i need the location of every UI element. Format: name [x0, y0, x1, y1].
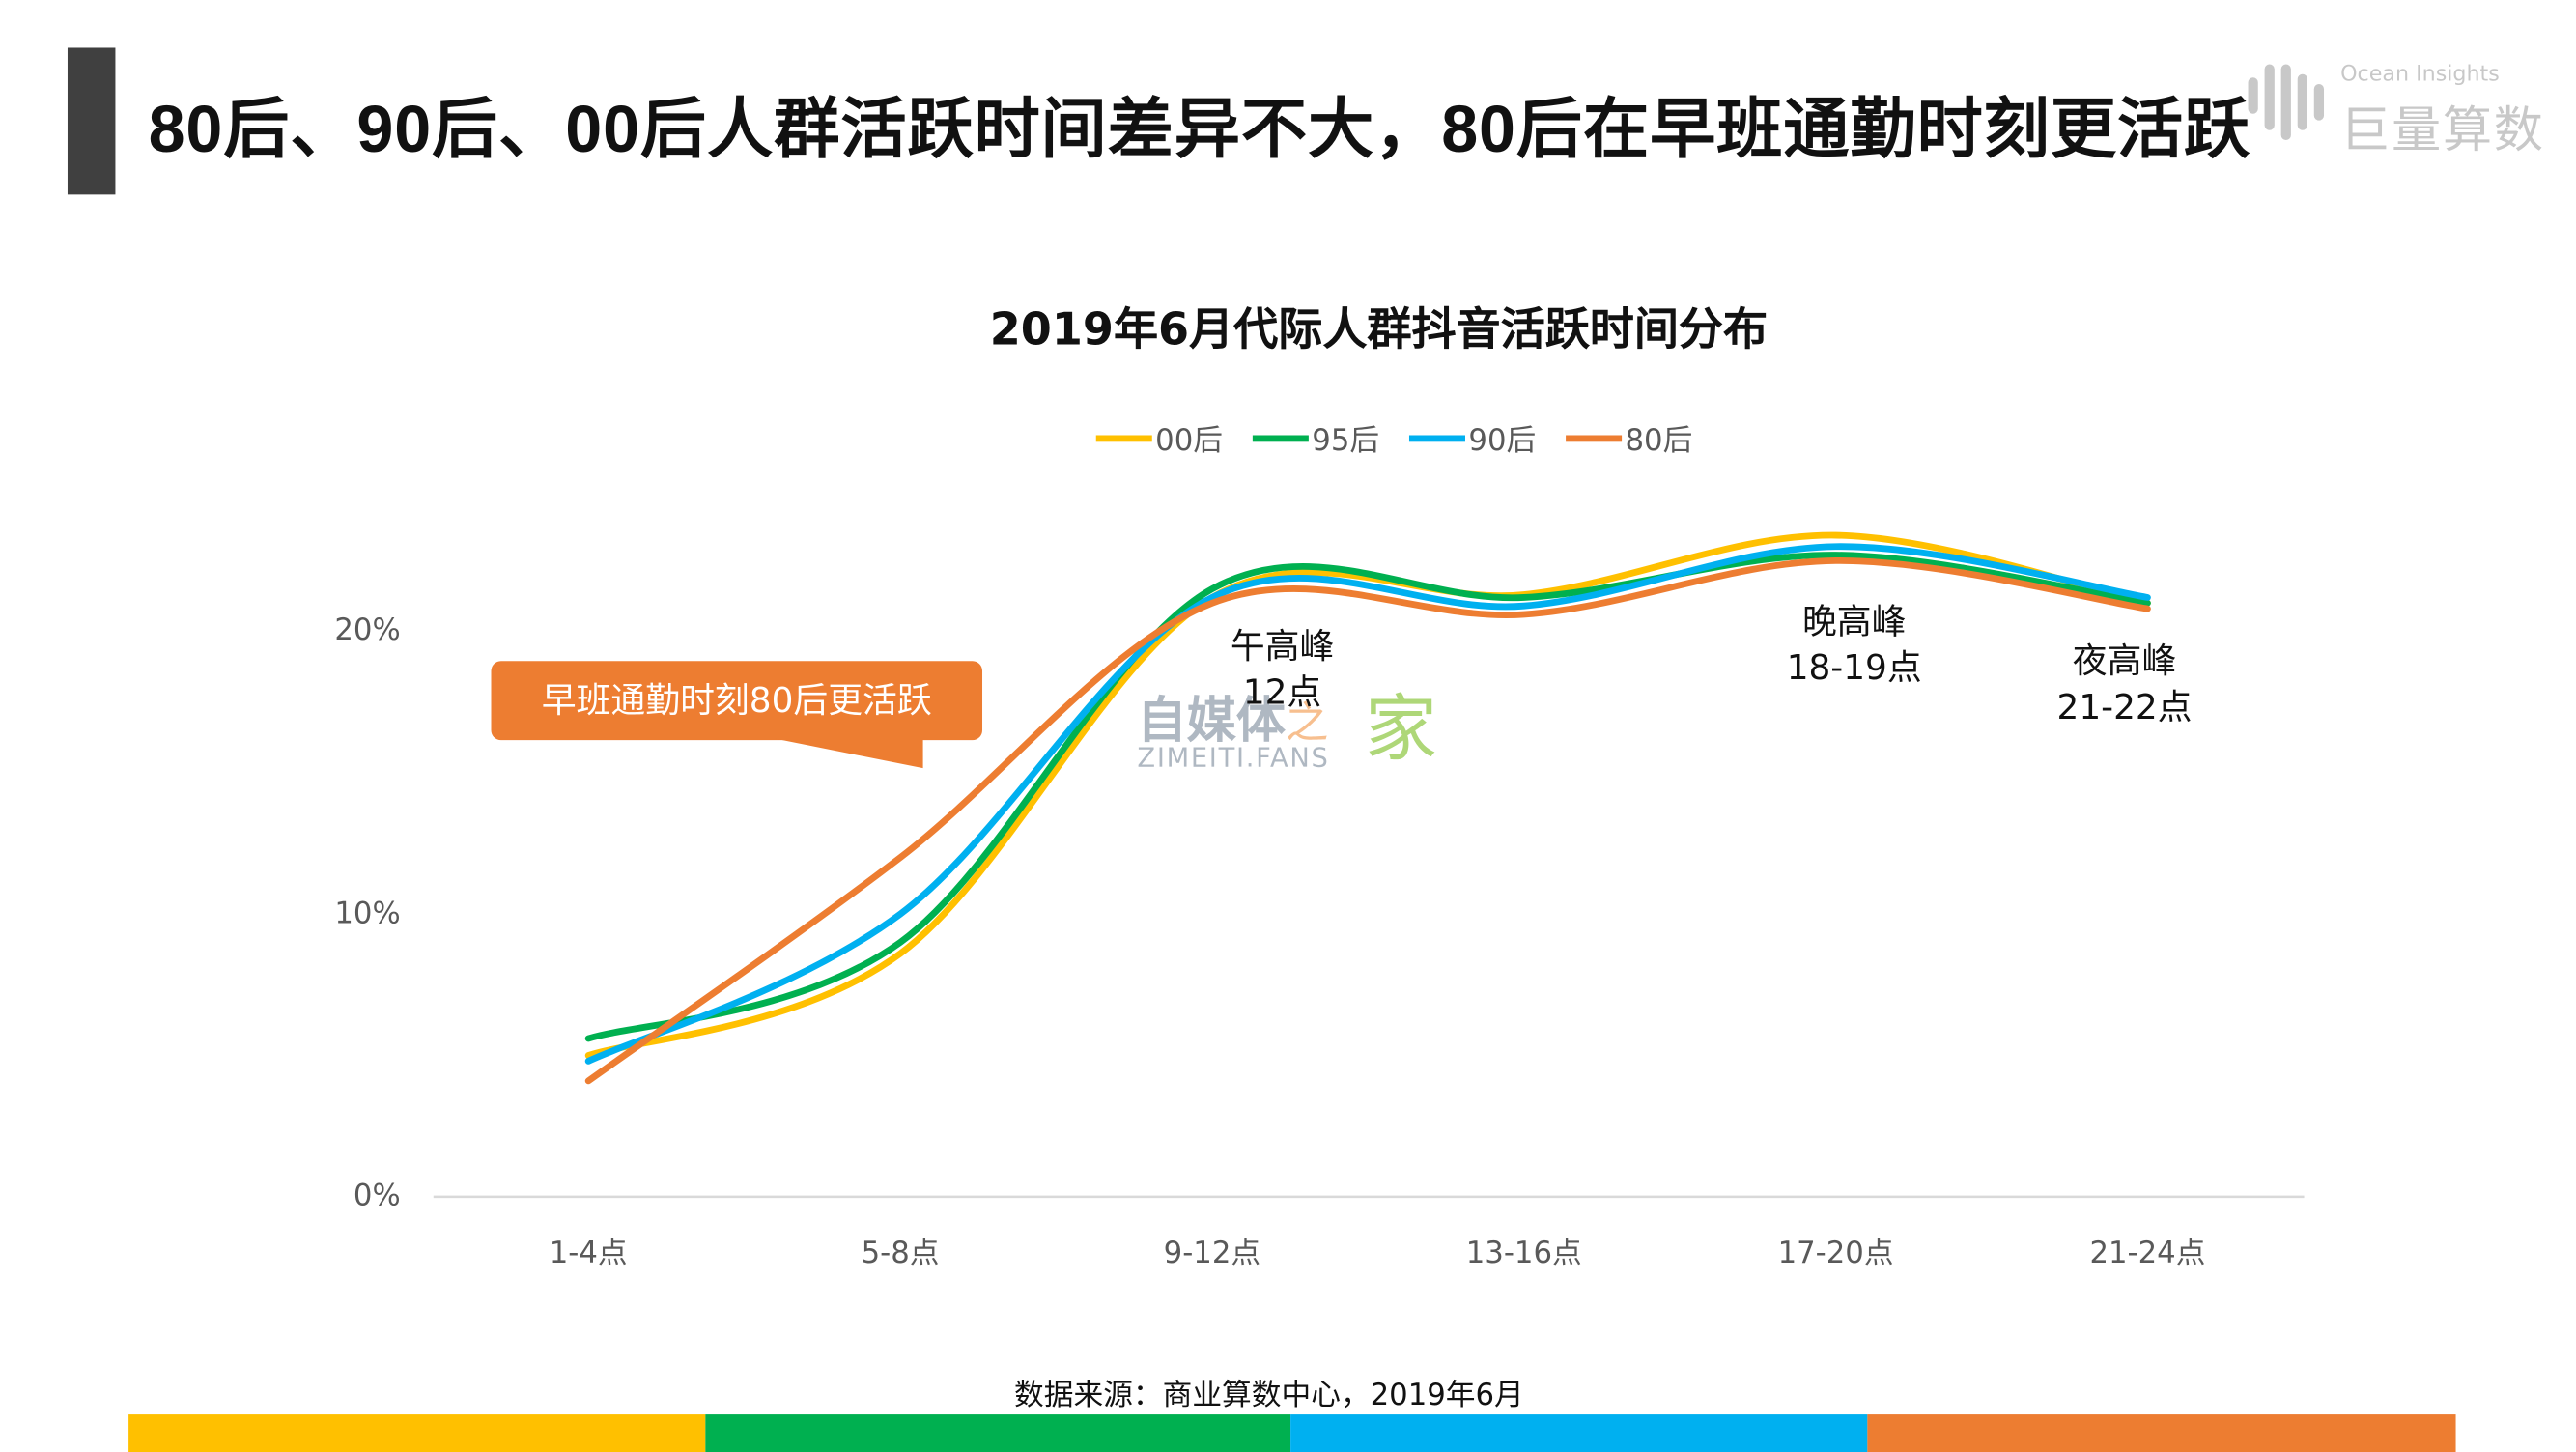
bottom-bar-yellow: [128, 1414, 706, 1452]
watermark-text: 之: [1285, 698, 1329, 749]
logo-english: Ocean Insights: [2340, 62, 2500, 88]
series-line-95后: [584, 552, 2151, 1042]
watermark-text: 家: [1364, 687, 1437, 772]
bottom-bar-blue: [1290, 1414, 1868, 1452]
annotation-night-peak: 夜高峰 21-22点: [2057, 638, 2193, 730]
legend-swatch: [1408, 435, 1465, 442]
y-tick-label: 0%: [353, 1179, 401, 1213]
legend-item-80: 80后: [1566, 417, 1692, 460]
legend-item-00: 00后: [1095, 417, 1223, 460]
title-accent-bar: [67, 47, 116, 195]
annotation-label: 夜高峰: [2072, 641, 2177, 681]
annotation-noon-peak: 午高峰 12点: [1231, 623, 1335, 716]
legend-label: 95后: [1312, 423, 1380, 459]
x-tick-label: 21-24点: [2089, 1236, 2206, 1271]
page-title: 80后、90后、00后人群活跃时间差异不大，80后在早班通勤时刻更活跃: [148, 94, 2251, 167]
legend-swatch: [1252, 435, 1309, 442]
bottom-bar-orange: [1867, 1414, 2456, 1452]
y-tick-label: 10%: [334, 897, 401, 932]
ocean-insights-logo: Ocean Insights 巨量算数: [2245, 59, 2543, 160]
callout-tail: [775, 738, 923, 769]
annotation-time: 12点: [1242, 672, 1322, 713]
watermark-text: 自媒体: [1137, 692, 1286, 751]
legend-item-90: 90后: [1408, 417, 1537, 460]
x-tick-label: 1-4点: [549, 1236, 628, 1271]
bottom-bar-green: [705, 1414, 1291, 1452]
y-tick-label: 20%: [334, 612, 401, 648]
series-line-90后: [584, 543, 2151, 1065]
annotation-time: 21-22点: [2056, 687, 2193, 727]
legend-swatch: [1095, 435, 1152, 442]
callout-box: 早班通勤时刻80后更活跃: [491, 661, 983, 741]
annotation-label: 午高峰: [1230, 626, 1335, 667]
annotation-evening-peak: 晚高峰 18-19点: [1787, 598, 1922, 691]
legend-label: 90后: [1468, 423, 1537, 459]
series-line-80后: [584, 556, 2151, 1085]
zimeiti-watermark-logo: 自媒体之 家 ZIMEITI.FANS: [1137, 679, 1437, 774]
data-source: 数据来源：商业算数中心，2019年6月: [1014, 1378, 1524, 1413]
legend-label: 80后: [1625, 423, 1693, 459]
annotation-label: 晚高峰: [1801, 601, 1907, 641]
sound-wave-logo-icon: [2248, 64, 2325, 141]
legend-label: 00后: [1155, 423, 1223, 459]
x-tick-label: 9-12点: [1163, 1236, 1261, 1271]
legend-swatch: [1566, 435, 1623, 442]
watermark-text: ZIMEITI.FANS: [1137, 741, 1330, 774]
x-tick-label: 13-16点: [1465, 1236, 1582, 1271]
chart-title: 2019年6月代际人群抖音活跃时间分布: [989, 304, 1769, 356]
logo-chinese: 巨量算数: [2340, 101, 2545, 160]
annotation-time: 18-19点: [1786, 647, 1922, 688]
x-tick-label: 17-20点: [1777, 1236, 1894, 1271]
series-line-00后: [584, 531, 2151, 1059]
x-tick-label: 5-8点: [861, 1236, 940, 1271]
legend-item-95: 95后: [1252, 417, 1380, 460]
